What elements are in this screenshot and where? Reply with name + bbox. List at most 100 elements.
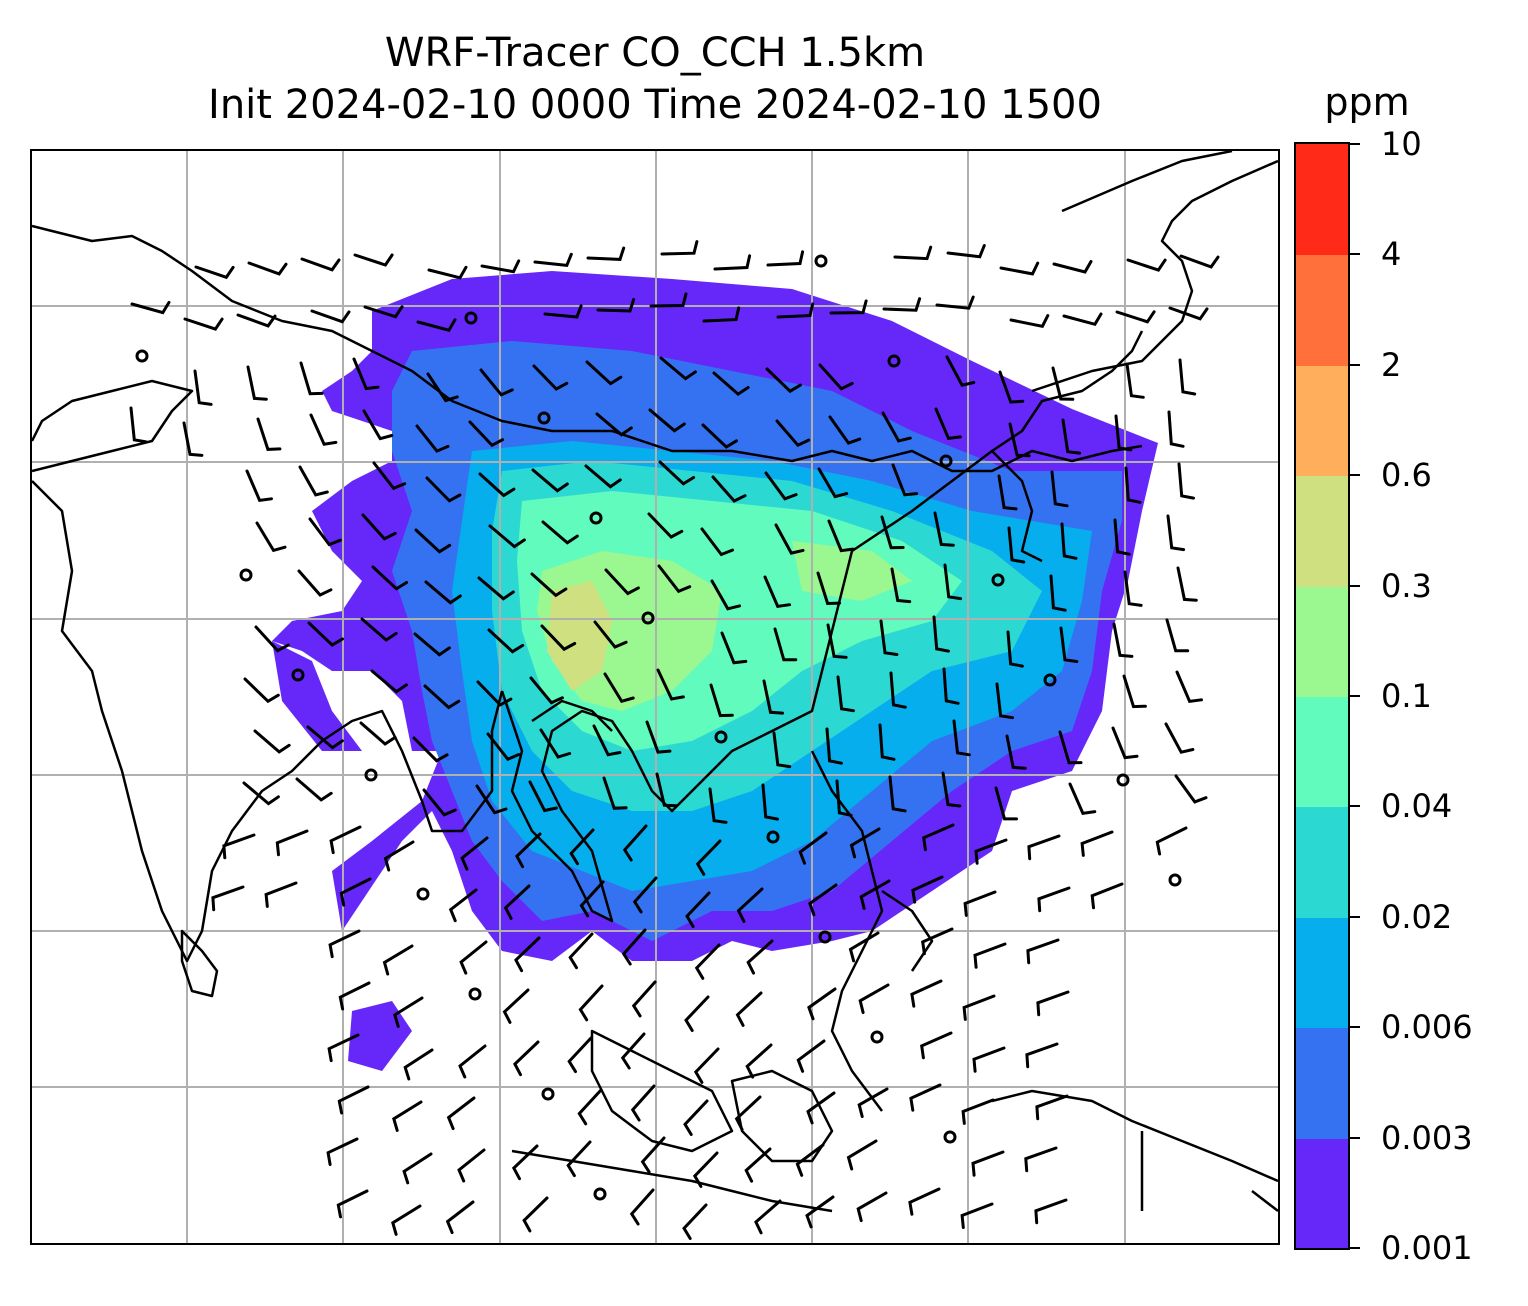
wind-barb (256, 417, 282, 451)
wind-barb (479, 368, 514, 397)
wind-barb (640, 1136, 666, 1174)
wind-barb (994, 786, 1018, 821)
wind-barb (300, 257, 341, 272)
calm-wind-circle (541, 1087, 555, 1101)
wind-barb (1008, 422, 1031, 458)
wind-barb (448, 888, 478, 923)
wind-barb (602, 776, 628, 810)
wind-barb (807, 987, 837, 1021)
wind-barb (310, 309, 351, 324)
wind-barb (889, 671, 907, 709)
wind-barb (370, 669, 408, 694)
wind-barb (424, 580, 462, 605)
wind-barb (881, 411, 912, 443)
wind-barb (352, 357, 380, 391)
colorbar-tick-label: 0.1 (1381, 677, 1432, 715)
wind-barb (920, 1031, 953, 1060)
wind-barb (531, 468, 569, 493)
wind-barb (362, 409, 394, 441)
wind-barb (999, 261, 1040, 276)
wind-barb (566, 1140, 592, 1178)
wind-barb (338, 981, 371, 1011)
wind-barb (1174, 774, 1208, 804)
wind-barb (660, 240, 699, 256)
wind-barb (514, 936, 541, 973)
wind-barb (1168, 306, 1209, 321)
colorbar-segment (1296, 696, 1348, 808)
wind-barb (857, 1087, 889, 1118)
wind-barb (584, 464, 622, 489)
wind-barb (1090, 882, 1124, 910)
wind-barb (736, 887, 764, 923)
wind-barb (577, 1088, 603, 1126)
colorbar-tick (1350, 474, 1360, 477)
colorbar (1294, 142, 1350, 1250)
calm-wind-circle (887, 354, 901, 368)
wind-barb (412, 736, 449, 763)
wind-barb (328, 929, 361, 959)
colorbar-tick-label: 2 (1381, 345, 1402, 384)
colorbar-tick-label: 4 (1381, 235, 1402, 274)
wind-barb (1122, 674, 1147, 709)
map-subtitle: Init 2024-02-10 0000 Time 2024-02-10 150… (208, 82, 1102, 128)
wind-barb (592, 724, 622, 757)
wind-barb (836, 675, 855, 713)
wind-barb (403, 1048, 434, 1081)
wind-barb (816, 571, 842, 606)
wind-barb (1058, 730, 1083, 765)
colorbar-tick-label: 0.006 (1381, 1008, 1473, 1047)
wind-barb (528, 780, 558, 813)
wind-barb (764, 471, 798, 501)
wind-barb (963, 890, 997, 917)
wind-barb (735, 991, 763, 1027)
wind-barb (620, 1032, 646, 1070)
wind-barb (891, 463, 919, 497)
colorbar-tick-label: 0.3 (1381, 566, 1432, 605)
wind-barb (486, 732, 521, 762)
wind-barb (532, 364, 569, 391)
wind-barb (945, 355, 976, 387)
wind-barb (655, 772, 678, 808)
wind-barb (337, 1085, 370, 1115)
wind-barb (578, 984, 604, 1022)
wind-barb (522, 1196, 549, 1233)
colorbar-tick (1350, 253, 1360, 256)
wind-barb (1165, 618, 1190, 653)
wind-barb (458, 1044, 487, 1079)
wind-barb (1177, 462, 1195, 500)
wind-barb (1155, 826, 1188, 856)
wind-barb (595, 412, 633, 437)
wind-barb (846, 1139, 878, 1171)
wind-barb (183, 317, 224, 331)
wind-barb (933, 511, 955, 547)
wind-barb (882, 297, 922, 312)
wind-barb (488, 524, 526, 549)
wind-barb (604, 568, 640, 596)
calm-wind-circle (593, 1187, 607, 1201)
wind-barb (880, 515, 905, 550)
wind-barb (593, 620, 628, 649)
wind-barb (459, 940, 488, 975)
wind-barb (971, 1150, 1005, 1177)
calm-wind-circle (464, 311, 478, 325)
calm-wind-circle (1168, 873, 1182, 887)
wind-barb (818, 363, 854, 391)
wind-barb (997, 474, 1018, 511)
wind-barb (702, 306, 741, 323)
wind-barb (446, 1096, 476, 1131)
wind-barb (943, 563, 963, 601)
wind-barb (372, 461, 407, 491)
wind-barb (457, 1148, 486, 1183)
wind-barb (829, 299, 868, 315)
colorbar-tick-label: 0.6 (1381, 456, 1432, 495)
wind-barb (1115, 310, 1156, 324)
wind-barb (908, 1187, 941, 1216)
wind-barb (1005, 734, 1027, 770)
wind-barb (700, 527, 734, 557)
calm-wind-circle (991, 573, 1005, 587)
wind-barb (1037, 886, 1071, 913)
colorbar-segment (1296, 1027, 1348, 1139)
wind-barb (513, 1040, 540, 1077)
wind-barb (329, 825, 362, 855)
wind-barb (359, 721, 397, 746)
